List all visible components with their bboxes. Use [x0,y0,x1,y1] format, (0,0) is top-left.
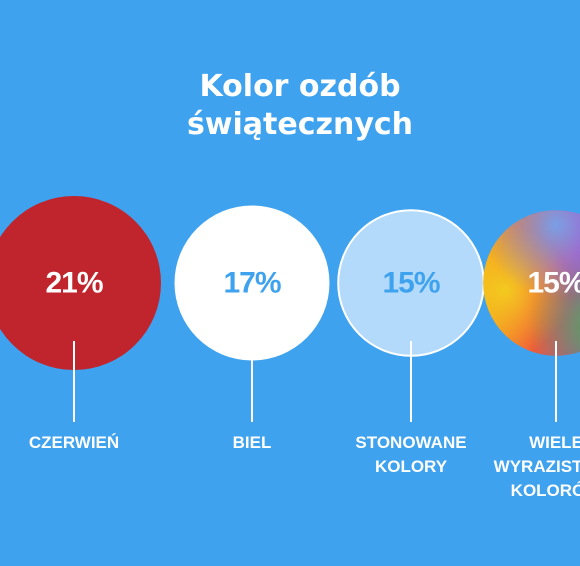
bubbles-group: 21% CZERWIEŃ 17% BIEL 15% STONOWANE KOLORY 15% W… [0,196,580,500]
bubble-1-category-label-line-1: CZERWIEŃ [29,433,119,452]
bubble-3-category-label-line-1: STONOWANE [355,433,466,452]
chart-title-line-2: świątecznych [186,107,414,142]
chart-title: Kolor ozdób świątecznych [0,68,580,144]
bubble-4-value-label: 15% [527,267,580,300]
bubble-4-category-label-line-1: WIELE [529,433,580,452]
bubble-2 [174,205,330,361]
chart-title-line-1: Kolor ozdób [199,69,401,104]
bubble-3-value-label: 15% [382,267,439,300]
bubble-2-category-label-line-1: BIEL [233,433,272,452]
bubble-1 [0,196,161,370]
bubble-4-gradient-overlay-3 [483,210,580,356]
bubble-3-category-label-line-2: KOLORY [375,457,448,476]
bubble-4-category-label-line-2: WYRAZISTYCH [494,457,580,476]
bubble-1-value-label: 21% [45,267,102,300]
bubble-4-category-label-line-3: KOLORÓW [511,481,580,500]
bubble-2-value-label: 17% [223,267,280,300]
